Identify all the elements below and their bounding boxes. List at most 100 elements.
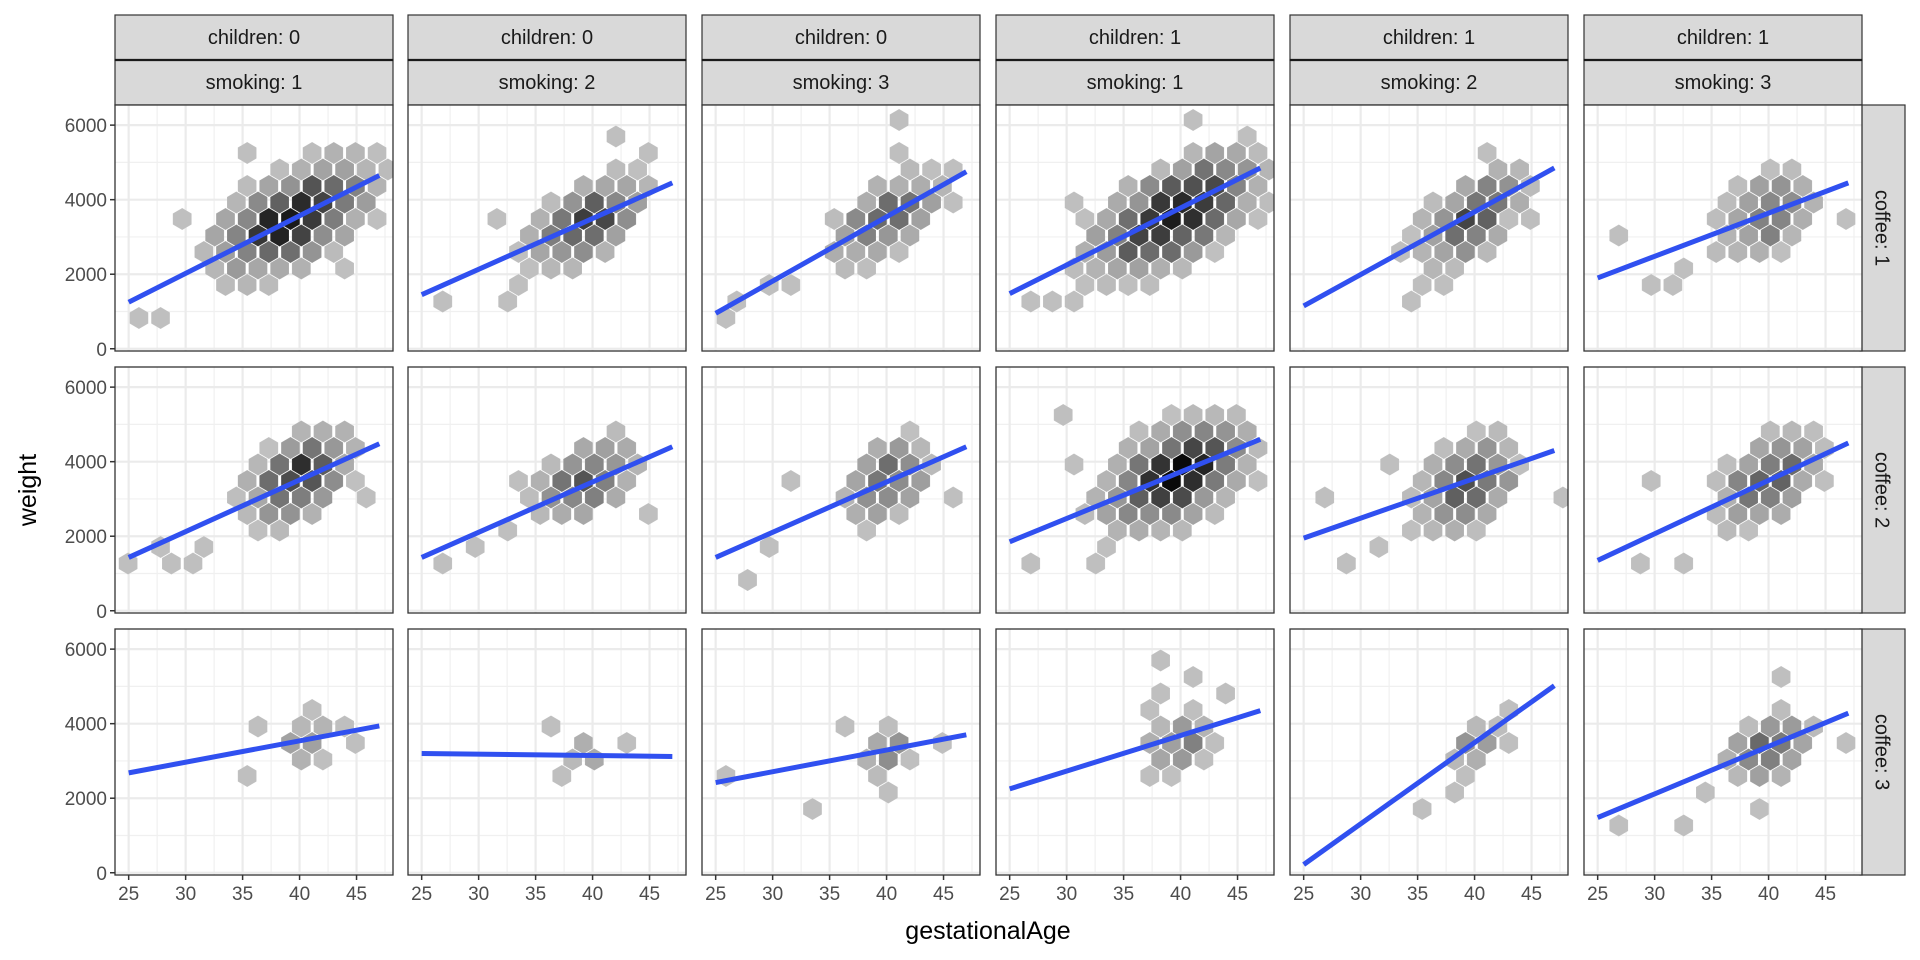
hexbin-cell	[1412, 797, 1432, 821]
x-axis-title: gestationalAge	[905, 917, 1070, 945]
hexbin-cell	[1771, 502, 1791, 526]
hexbin-cell	[1183, 108, 1203, 132]
regression-line	[421, 750, 673, 759]
hexbin-cell	[1172, 486, 1192, 509]
hexbin-cell	[1749, 436, 1769, 460]
hexbin-cell	[1205, 731, 1225, 755]
hexbin-cell	[1248, 174, 1268, 198]
hexbin-cell	[1749, 764, 1769, 788]
facet-panel	[1583, 366, 1863, 614]
hexbin-cell	[1161, 240, 1181, 264]
strip-children-label: children: 1	[1089, 27, 1181, 49]
hexbin-cell	[1151, 715, 1171, 738]
strip-smoking-label: smoking: 3	[1675, 72, 1772, 94]
hexbin-cell	[889, 141, 909, 165]
hexbin-cell	[1151, 649, 1171, 672]
hexbin-cell	[345, 731, 365, 755]
hexbin-layer	[129, 141, 393, 330]
regression-line	[127, 173, 381, 305]
hexbin-cell	[541, 191, 561, 214]
hexbin-cell	[1717, 191, 1737, 214]
hexbin-cell	[1804, 420, 1824, 443]
hexbin-cell	[878, 453, 898, 476]
hexbin-cell	[1728, 174, 1748, 198]
strip-coffee-bg	[1859, 366, 1906, 614]
hexbin-cell	[552, 502, 572, 526]
facet-row-strip: coffee: 2	[1859, 366, 1906, 614]
hexbin-cell	[573, 240, 593, 264]
hexbin-cell	[345, 469, 365, 493]
panel-border	[1289, 366, 1569, 614]
hexbin-cell	[1706, 207, 1726, 231]
x-tick-label: 40	[289, 884, 310, 905]
hexbin-cell	[215, 273, 236, 297]
hexbin-cell	[1793, 436, 1813, 460]
hexbin-cell	[1520, 207, 1540, 231]
hexbin-cell	[1216, 224, 1236, 247]
facet-panel: 25 30 35 40 45	[701, 628, 981, 905]
hexbin-cell	[1237, 453, 1257, 476]
hexbin-cell	[1248, 469, 1268, 493]
hexbin-cell	[1728, 469, 1748, 493]
hexbin-cell	[1096, 207, 1117, 231]
hexbin-cell	[270, 257, 290, 280]
hexbin-cell	[595, 174, 615, 198]
hexbin-cell	[226, 191, 246, 214]
hexbin-cell	[302, 436, 322, 460]
hexbin-cell	[1194, 420, 1214, 443]
hexbin-cell	[237, 469, 257, 493]
hexbin-cell	[1499, 469, 1519, 493]
hexbin-cell	[1183, 141, 1203, 165]
hexbin-cell	[1205, 141, 1225, 165]
hexbin-cell	[867, 764, 887, 788]
x-tick-label: 45	[346, 884, 367, 905]
y-tick-label: 4000	[65, 191, 107, 212]
hexbin-cell	[1140, 436, 1160, 460]
hexbin-cell	[1739, 191, 1759, 214]
hexbin-cell	[1641, 469, 1661, 493]
hexbin-cell	[205, 224, 225, 247]
hexbin-cell	[237, 174, 257, 198]
hexbin-cell	[1771, 764, 1791, 788]
hexbin-cell	[1423, 519, 1443, 542]
regression-line	[1008, 165, 1262, 296]
hexbin-cell	[889, 502, 909, 526]
strip-children-bg	[1289, 14, 1569, 61]
regression-line	[420, 180, 674, 298]
facet-panel	[995, 366, 1275, 614]
x-tick-label: 35	[819, 884, 840, 905]
x-tick-label: 35	[525, 884, 546, 905]
hexbin-cell	[433, 552, 453, 575]
x-tick-label: 25	[411, 884, 432, 905]
hexbin-cell	[259, 174, 279, 198]
hexbin-cell	[1728, 731, 1748, 755]
hexbin-cell	[1064, 191, 1084, 214]
hexbin-cell	[552, 240, 572, 264]
hexbin-cell	[367, 141, 387, 165]
hexbin-cell	[1793, 174, 1813, 198]
hexbin-cell	[1380, 453, 1400, 476]
hexbin-cell	[291, 486, 311, 509]
hexbin-cell	[172, 207, 192, 231]
hexbin-cell	[259, 502, 279, 526]
hexbin-cell	[1760, 715, 1780, 738]
facet-panel	[1583, 104, 1863, 352]
hexbin-cell	[1205, 240, 1225, 264]
hexbin-cell	[846, 207, 866, 231]
hexbin-cell	[1183, 665, 1203, 689]
hexbin-cell	[638, 141, 658, 165]
hexbin-cell	[1151, 420, 1171, 443]
hexbin-cell	[1183, 207, 1203, 231]
hexbin-cell	[1728, 764, 1748, 788]
hexbin-cell	[356, 191, 376, 214]
hexbin-cell	[943, 486, 963, 509]
hexbin-cell	[1237, 125, 1257, 148]
hexbin-cell	[1814, 469, 1834, 493]
hexbin-cell	[291, 224, 311, 247]
hexbin-cell	[867, 502, 887, 526]
facet-col-strip: children: 0 smoking: 3	[701, 14, 981, 106]
hexbin-cell	[1749, 174, 1769, 198]
hexbin-cell	[1315, 486, 1335, 509]
hexbin-cell	[335, 224, 355, 247]
facet-panel: 25 30 35 40 45	[1583, 628, 1863, 905]
